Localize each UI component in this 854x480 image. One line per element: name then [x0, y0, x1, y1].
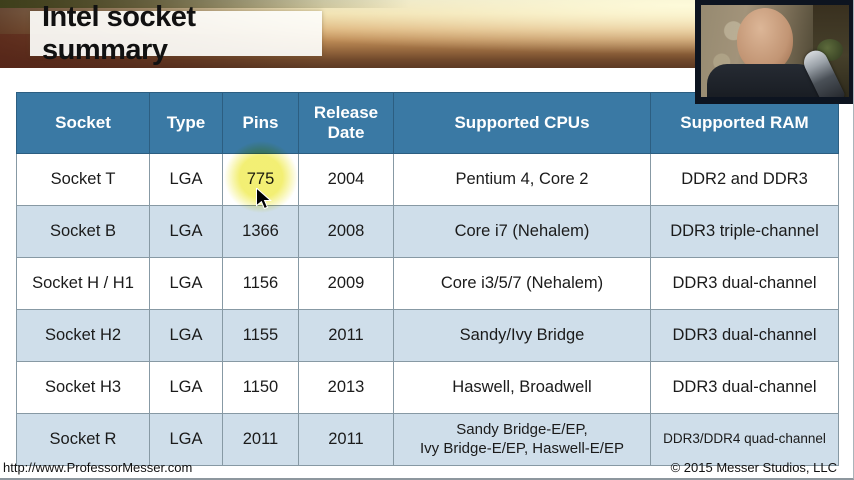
footer-copyright: © 2015 Messer Studios, LLC: [670, 460, 837, 475]
table-cell: 2011: [222, 413, 299, 466]
table-cell: LGA: [149, 309, 223, 362]
mouse-cursor: [256, 188, 272, 210]
presenter-head: [737, 8, 793, 72]
socket-summary-table: Socket Type Pins Release Date Supported CPUs…: [16, 92, 839, 466]
table-cell: DDR3 dual-channel: [650, 361, 839, 414]
slide-title-box: Intel socket summary: [30, 1, 322, 66]
table-cell: 2004: [298, 153, 394, 206]
column-header-type: Type: [149, 92, 223, 154]
table-cell: 2009: [298, 257, 394, 310]
table-cell: Sandy Bridge-E/EP, Ivy Bridge-E/EP, Hasw…: [393, 413, 651, 466]
table-cell: Socket H3: [16, 361, 150, 414]
table-row: Socket H3 LGA 1150 2013 Haswell, Broadwell DD…: [16, 361, 839, 414]
table-row: Socket H / H1 LGA 1156 2009 Core i3/5/7 (Neh…: [16, 257, 839, 310]
table-cell: 1155: [222, 309, 299, 362]
table-cell: 1156: [222, 257, 299, 310]
table-row: Socket T LGA 775 2004 Pentium 4, Core 2 DDR2 …: [16, 153, 839, 206]
webcam-overlay: [695, 0, 853, 104]
banner-treeline: [0, 0, 513, 8]
table-cell: Socket H / H1: [16, 257, 150, 310]
column-header-supported-cpus: Supported CPUs: [393, 92, 651, 154]
table-cell: Sandy/Ivy Bridge: [393, 309, 651, 362]
table-header-row: Socket Type Pins Release Date Supported CPUs…: [16, 92, 839, 154]
table-cell: Pentium 4, Core 2: [393, 153, 651, 206]
table-cell: 2013: [298, 361, 394, 414]
footer-url: http://www.ProfessorMesser.com: [3, 460, 193, 475]
table-cell: Haswell, Broadwell: [393, 361, 651, 414]
table-row: Socket B LGA 1366 2008 Core i7 (Nehalem) DDR3…: [16, 205, 839, 258]
table-cell: DDR3/DDR4 quad-channel: [650, 413, 839, 466]
table-cell: LGA: [149, 257, 223, 310]
table-cell: 1150: [222, 361, 299, 414]
table-cell: Socket R: [16, 413, 150, 466]
table-cell: Core i7 (Nehalem): [393, 205, 651, 258]
page-title: Intel socket summary: [42, 0, 196, 66]
webcam-photo: [701, 5, 849, 97]
table-cell: DDR3 dual-channel: [650, 257, 839, 310]
table-cell: DDR2 and DDR3: [650, 153, 839, 206]
table-cell: Socket H2: [16, 309, 150, 362]
table-cell: DDR3 triple-channel: [650, 205, 839, 258]
table-cell: LGA: [149, 153, 223, 206]
presenter-shoulders: [707, 64, 823, 97]
table-cell: LGA: [149, 413, 223, 466]
table-cell: LGA: [149, 361, 223, 414]
table-body: Socket T LGA 775 2004 Pentium 4, Core 2 DDR2 …: [16, 153, 839, 466]
table-row: Socket R LGA 2011 2011 Sandy Bridge-E/EP, Iv…: [16, 413, 839, 466]
table-cell: Core i3/5/7 (Nehalem): [393, 257, 651, 310]
column-header-pins: Pins: [222, 92, 299, 154]
table-cell: DDR3 dual-channel: [650, 309, 839, 362]
table-cell: Socket B: [16, 205, 150, 258]
column-header-socket: Socket: [16, 92, 150, 154]
column-header-release-date: Release Date: [298, 92, 394, 154]
table-cell: 2011: [298, 309, 394, 362]
table-cell: 2008: [298, 205, 394, 258]
table-row: Socket H2 LGA 1155 2011 Sandy/Ivy Bridge DDR3…: [16, 309, 839, 362]
table-cell: LGA: [149, 205, 223, 258]
table-cell: 1366: [222, 205, 299, 258]
table-cell: 2011: [298, 413, 394, 466]
table-cell: Socket T: [16, 153, 150, 206]
